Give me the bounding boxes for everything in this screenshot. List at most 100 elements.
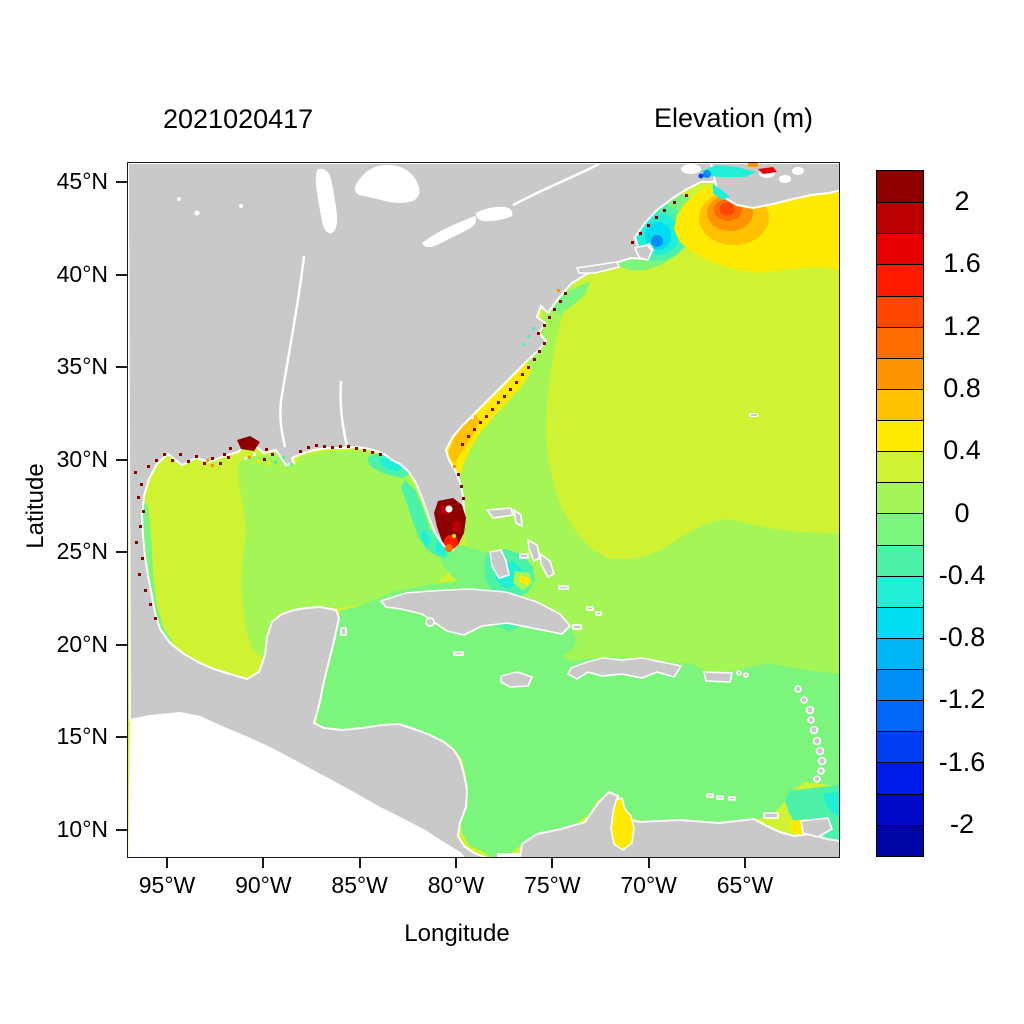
speckle — [538, 350, 541, 353]
island-long-island — [575, 261, 621, 274]
speckle — [639, 232, 642, 235]
x-tick-label: 65°W — [716, 872, 774, 898]
south-florida-red-patch-2 — [453, 521, 461, 531]
speckle — [227, 456, 230, 459]
speckle — [497, 401, 500, 404]
speckle — [553, 308, 556, 311]
antilles-6 — [812, 736, 822, 746]
speckle — [559, 300, 562, 303]
st-lawrence-blue-dot — [703, 170, 711, 178]
antilles-4 — [807, 716, 815, 724]
speckle — [527, 366, 530, 369]
speckle — [491, 408, 494, 411]
speckle — [453, 465, 456, 468]
antilles-2 — [800, 696, 808, 704]
speckle — [206, 459, 209, 462]
west-gulf-coastal-sliver — [141, 501, 173, 642]
bermuda-island — [751, 414, 757, 416]
speckle — [371, 451, 374, 454]
florida-bay-orange-spot — [445, 544, 453, 552]
antilles-1 — [794, 685, 802, 693]
panama-gap-white — [497, 853, 521, 857]
speckle — [331, 446, 334, 449]
speckle — [363, 449, 366, 452]
speckle — [154, 617, 157, 620]
speckle — [171, 459, 174, 462]
speckle — [147, 465, 150, 468]
speckle — [379, 453, 382, 456]
speckle — [509, 388, 512, 391]
speckle — [248, 456, 251, 459]
island-margarita — [763, 812, 779, 819]
coastal-wet-dry-speckles — [134, 194, 688, 620]
cape-breton-red-dash — [758, 167, 777, 174]
y-tick-label: 15°N — [56, 723, 108, 750]
x-tick-mark — [358, 857, 361, 868]
island-cuba — [379, 588, 572, 636]
island-aruba — [706, 793, 714, 798]
colorbar-tick-label: 0.4 — [943, 435, 981, 466]
speckle — [479, 421, 482, 424]
island-andros — [489, 549, 510, 579]
island-new-providence — [519, 553, 529, 559]
speckle — [655, 216, 658, 219]
speckle — [137, 496, 140, 499]
speckle — [471, 416, 474, 419]
x-tick-label: 85°W — [331, 872, 388, 898]
speckle — [543, 324, 546, 327]
speckle — [460, 485, 463, 488]
speckle — [522, 343, 525, 346]
x-tick-mark — [743, 857, 746, 868]
colorbar-title: Elevation (m) — [654, 103, 814, 133]
y-tick-mark — [116, 828, 127, 831]
speckle — [135, 541, 138, 544]
colorbar-segment — [877, 700, 923, 732]
island-bonaire — [728, 796, 736, 801]
island-curacao — [716, 795, 724, 800]
colorbar-segment — [877, 264, 923, 296]
speckle — [223, 453, 226, 456]
y-tick-mark — [116, 181, 127, 183]
island-puerto-rico — [702, 671, 733, 683]
speckle — [347, 445, 350, 448]
speckle — [473, 428, 476, 431]
speckle — [179, 453, 182, 456]
colorbar-tick-label: -1.2 — [938, 684, 986, 715]
speckle — [673, 201, 676, 204]
caribbean-sea — [317, 587, 839, 857]
y-tick-mark — [116, 458, 127, 461]
colorbar-segment — [877, 420, 923, 452]
colorbar-segment — [877, 171, 923, 203]
antilles-3 — [805, 705, 815, 715]
speckle — [543, 342, 546, 345]
island-abaco — [512, 508, 523, 528]
speckle — [142, 510, 145, 513]
y-tick-label: 30°N — [56, 445, 108, 472]
speckle — [134, 471, 137, 474]
speckle — [282, 456, 285, 459]
gulf-of-mexico-center — [238, 450, 459, 659]
island-eleuthera — [527, 538, 541, 563]
speckle — [533, 358, 536, 361]
colorbar-tick-label: -0.8 — [938, 622, 986, 653]
y-tick-label: 10°N — [56, 815, 108, 842]
speckle — [155, 459, 158, 462]
speckle — [253, 453, 256, 456]
colorbar-segment — [877, 482, 923, 514]
y-tick-mark — [116, 643, 127, 646]
speckle — [265, 448, 268, 451]
speckle — [203, 462, 206, 465]
speckle — [467, 435, 470, 438]
colorbar-segment — [877, 451, 923, 483]
colorbar-segment — [877, 544, 923, 576]
colorbar-tick-label: -0.4 — [938, 559, 986, 590]
southeast-coast-orange-core — [448, 413, 480, 464]
speckle — [485, 415, 488, 418]
louisiana-marsh-dark-red — [237, 436, 260, 451]
speckle — [548, 316, 551, 319]
lake-okeechobee — [445, 505, 453, 513]
map-plot-area — [127, 162, 840, 858]
island-virgin-2 — [743, 672, 749, 678]
geo-map — [128, 163, 839, 857]
colorbar-tick-label: 1.6 — [943, 248, 981, 279]
